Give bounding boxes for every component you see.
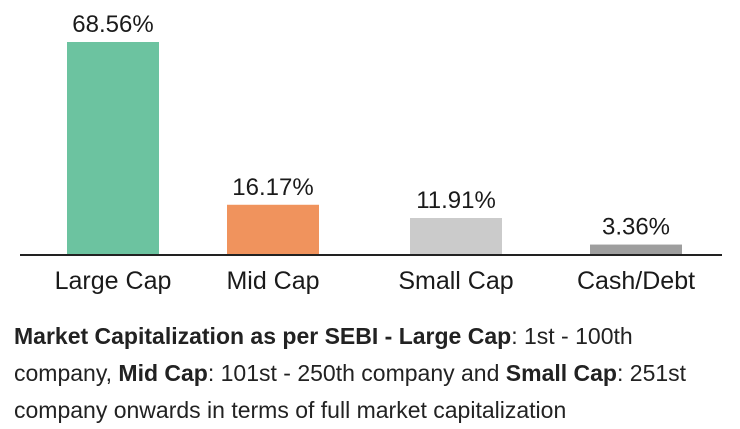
footnote-small-cap: Small Cap bbox=[505, 360, 617, 386]
bar-cash-debt bbox=[590, 244, 682, 255]
category-label: Cash/Debt bbox=[577, 267, 695, 295]
bar-large-cap bbox=[67, 42, 159, 255]
footnote-small-cap-text: : 251st company onwards in terms of full… bbox=[14, 360, 687, 423]
data-label: 16.17% bbox=[232, 174, 313, 201]
bar-group bbox=[67, 42, 682, 255]
footnote-title: Market Capitalization as per SEBI - bbox=[14, 323, 393, 349]
footnote-large-cap-text: : 1st - 100th company, bbox=[14, 323, 633, 386]
category-label: Large Cap bbox=[55, 267, 172, 295]
label-group: 68.56% Large Cap 16.17% Mid Cap 11.91% Small … bbox=[55, 11, 695, 295]
data-label: 11.91% bbox=[416, 187, 496, 214]
bar-chart: 68.56% Large Cap 16.17% Mid Cap 11.91% Small … bbox=[20, 11, 722, 295]
data-label: 3.36% bbox=[602, 214, 670, 241]
bar-small-cap bbox=[410, 217, 502, 255]
category-label: Small Cap bbox=[398, 267, 513, 295]
footnote-mid-cap: Mid Cap bbox=[118, 360, 208, 386]
bar-mid-cap bbox=[227, 204, 319, 255]
footnote: Market Capitalization as per SEBI - Larg… bbox=[14, 318, 730, 429]
footnote-large-cap: Large Cap bbox=[398, 323, 512, 349]
data-label: 68.56% bbox=[72, 11, 153, 38]
category-label: Mid Cap bbox=[226, 267, 319, 295]
footnote-mid-cap-text: : 101st - 250th company and bbox=[207, 360, 500, 386]
